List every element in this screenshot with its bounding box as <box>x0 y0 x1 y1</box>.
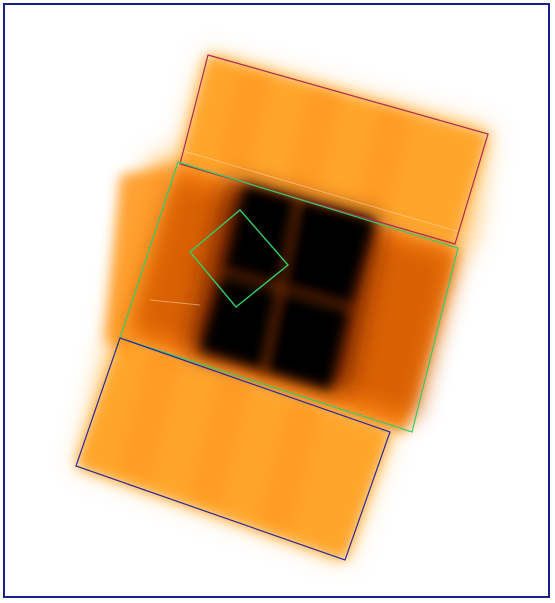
top-footprint-outline <box>179 54 489 245</box>
bottom-footprint-outline <box>75 337 391 561</box>
bottom-strip <box>76 338 390 560</box>
small-diamond-outline <box>189 209 290 308</box>
top-strip <box>180 55 488 244</box>
middle-footprint-outline <box>119 161 459 433</box>
